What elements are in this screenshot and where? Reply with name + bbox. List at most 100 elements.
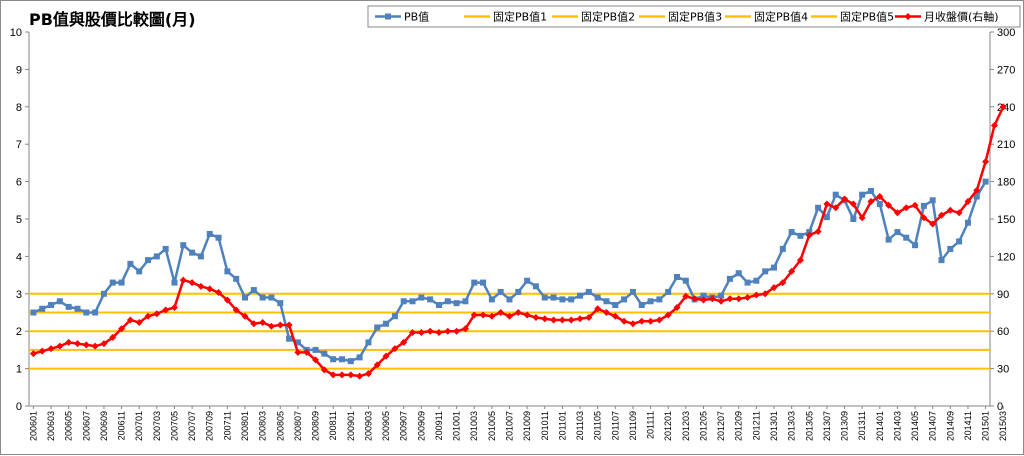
data-point xyxy=(162,306,170,314)
x-tick-label: 200805 xyxy=(275,411,285,441)
data-point xyxy=(699,296,707,304)
data-point xyxy=(867,198,875,206)
x-tick-label: 200709 xyxy=(205,411,215,441)
data-point xyxy=(938,211,946,219)
legend-label: 固定PB值2 xyxy=(581,10,635,24)
data-point xyxy=(153,310,161,318)
right-tick-label: 120 xyxy=(997,251,1015,263)
data-point xyxy=(136,268,143,275)
data-point xyxy=(215,234,222,241)
data-point xyxy=(374,324,381,331)
data-point xyxy=(893,209,901,217)
data-point xyxy=(841,195,849,203)
data-point xyxy=(206,285,214,293)
left-tick-label: 0 xyxy=(16,401,22,413)
series-line xyxy=(33,106,1005,378)
right-tick-label: 30 xyxy=(997,364,1009,376)
data-point xyxy=(938,257,945,264)
data-point xyxy=(788,267,796,275)
data-point xyxy=(189,249,196,256)
data-point xyxy=(771,264,777,271)
data-point xyxy=(867,187,874,194)
data-point xyxy=(118,325,126,333)
x-tick-label: 200811 xyxy=(328,411,338,440)
data-point xyxy=(559,296,566,303)
left-tick-label: 10 xyxy=(10,27,22,39)
data-point xyxy=(558,316,566,324)
x-tick-label: 201401 xyxy=(875,411,885,441)
data-point xyxy=(726,275,733,282)
data-point xyxy=(506,312,513,320)
data-point xyxy=(567,316,575,324)
data-point xyxy=(29,350,37,358)
data-point xyxy=(145,257,152,264)
data-point xyxy=(691,295,699,303)
data-point xyxy=(620,317,628,325)
data-point xyxy=(479,311,487,319)
data-point xyxy=(629,288,636,295)
data-point xyxy=(718,292,725,299)
data-point xyxy=(321,350,328,357)
data-point xyxy=(144,312,152,320)
data-point xyxy=(541,294,548,301)
data-point xyxy=(471,279,478,286)
data-point xyxy=(74,305,81,312)
data-point xyxy=(638,317,646,325)
legend-box xyxy=(367,5,1021,28)
x-tick-label: 201409 xyxy=(945,411,955,441)
x-tick-label: 200909 xyxy=(416,411,426,441)
x-tick-label: 201001 xyxy=(452,411,462,441)
data-point xyxy=(242,294,248,301)
data-point xyxy=(461,325,469,333)
right-tick-label: 180 xyxy=(997,177,1015,189)
data-point xyxy=(621,296,628,303)
data-point xyxy=(171,279,178,286)
left-tick-label: 9 xyxy=(16,64,22,76)
data-point xyxy=(982,178,989,185)
x-tick-label: 201309 xyxy=(840,411,850,441)
data-point xyxy=(577,292,584,299)
right-tick-label: 0 xyxy=(997,401,1003,413)
data-point xyxy=(162,245,169,252)
data-point xyxy=(832,204,840,212)
data-point xyxy=(364,370,372,378)
right-tick-label: 60 xyxy=(997,326,1009,338)
data-point xyxy=(453,300,460,307)
data-point xyxy=(65,338,73,346)
data-point xyxy=(48,302,55,309)
data-point xyxy=(197,253,204,260)
data-point xyxy=(179,276,187,284)
data-point xyxy=(859,191,866,198)
data-point xyxy=(215,289,223,297)
x-tick-label: 200901 xyxy=(346,411,356,441)
x-tick-label: 201403 xyxy=(892,411,902,441)
x-tick-label: 201005 xyxy=(487,411,497,441)
data-point xyxy=(444,327,452,335)
data-point xyxy=(365,339,372,346)
data-point xyxy=(506,296,513,303)
data-point xyxy=(417,328,425,336)
series-line xyxy=(32,180,987,363)
x-tick-label: 201503 xyxy=(998,411,1008,441)
data-point xyxy=(876,201,883,208)
x-tick-label: 201111 xyxy=(646,411,656,439)
data-point xyxy=(233,275,240,282)
x-tick-label: 200707 xyxy=(187,411,197,441)
data-point xyxy=(91,342,99,350)
data-point xyxy=(391,345,399,353)
data-point xyxy=(100,340,108,348)
data-point xyxy=(312,346,319,353)
data-point xyxy=(902,204,910,212)
left-tick-label: 2 xyxy=(16,326,22,338)
left-tick-label: 8 xyxy=(16,102,22,114)
data-point xyxy=(682,292,690,300)
right-tick-label: 270 xyxy=(997,64,1015,76)
data-point xyxy=(832,191,839,198)
data-point xyxy=(550,294,557,301)
data-point xyxy=(964,198,972,206)
data-point xyxy=(462,298,469,305)
x-tick-label: 200607 xyxy=(81,411,91,441)
legend: PB值 固定PB值1 固定PB值2 固定PB值3 固定PB值4 固定PB值5 月收盤價(右軸… xyxy=(367,5,1021,28)
data-point xyxy=(656,296,663,303)
